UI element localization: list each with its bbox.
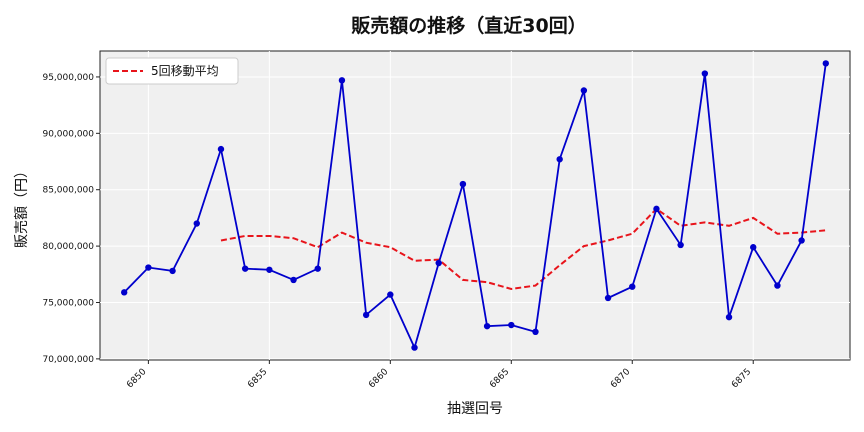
sales-point bbox=[701, 70, 709, 77]
sales-point bbox=[290, 276, 297, 284]
series-layer bbox=[120, 60, 830, 351]
x-axis-ticks: 6850 6855 6860 6865 6870 6875 bbox=[125, 360, 754, 390]
sales-point bbox=[120, 289, 128, 296]
y-tick-label: 80,000,000 bbox=[42, 242, 94, 252]
sales-point bbox=[556, 156, 563, 163]
sales-point bbox=[532, 328, 539, 336]
sales-point bbox=[629, 283, 636, 290]
x-tick-label: 6860 bbox=[367, 367, 390, 390]
y-tick-label: 70,000,000 bbox=[42, 355, 94, 365]
plot-area bbox=[99, 50, 851, 361]
sales-point bbox=[483, 322, 491, 330]
x-tick-label: 6875 bbox=[730, 367, 753, 390]
sales-point bbox=[725, 313, 733, 321]
moving-average-line bbox=[220, 207, 826, 290]
sales-point bbox=[508, 321, 515, 329]
y-tick-label: 90,000,000 bbox=[42, 129, 94, 139]
y-tick-label: 75,000,000 bbox=[42, 298, 94, 308]
x-tick-label: 6870 bbox=[609, 367, 632, 390]
sales-point bbox=[145, 264, 152, 271]
sales-point bbox=[580, 87, 588, 94]
legend-box bbox=[105, 57, 239, 85]
sales-point bbox=[677, 241, 684, 249]
sales-point bbox=[241, 265, 249, 272]
sales-point bbox=[653, 205, 660, 213]
sales-point bbox=[387, 291, 394, 298]
sales-point bbox=[169, 267, 176, 275]
x-axis-label: 抽選回号 bbox=[447, 401, 503, 417]
sales-point bbox=[314, 265, 321, 272]
sales-point bbox=[338, 77, 346, 84]
sales-line bbox=[123, 63, 827, 351]
sales-point bbox=[459, 180, 467, 188]
chart-title: 販売額の推移（直近30回） bbox=[351, 14, 586, 37]
legend: 5回移動平均 bbox=[105, 57, 239, 85]
x-tick-label: 6855 bbox=[246, 367, 269, 390]
x-tick-label: 6865 bbox=[488, 367, 511, 390]
x-tick-label: 6850 bbox=[125, 367, 148, 390]
sales-point bbox=[798, 237, 805, 244]
y-axis-ticks: 70,000,000 75,000,000 80,000,000 85,000,000… bbox=[42, 73, 100, 365]
sales-point bbox=[362, 311, 370, 319]
legend-label-moving-average: 5回移動平均 bbox=[151, 64, 219, 78]
y-axis-label: 販売額（円） bbox=[14, 164, 30, 248]
sales-point bbox=[411, 344, 418, 351]
sales-point bbox=[822, 60, 830, 67]
sales-point bbox=[193, 220, 200, 227]
sales-point bbox=[604, 294, 612, 302]
y-tick-label: 85,000,000 bbox=[42, 186, 94, 196]
y-tick-label: 95,000,000 bbox=[42, 73, 94, 83]
sales-point bbox=[774, 282, 781, 289]
sales-point bbox=[266, 266, 273, 273]
sales-point bbox=[435, 259, 442, 267]
sales-point bbox=[217, 145, 225, 153]
sales-point bbox=[750, 244, 757, 251]
